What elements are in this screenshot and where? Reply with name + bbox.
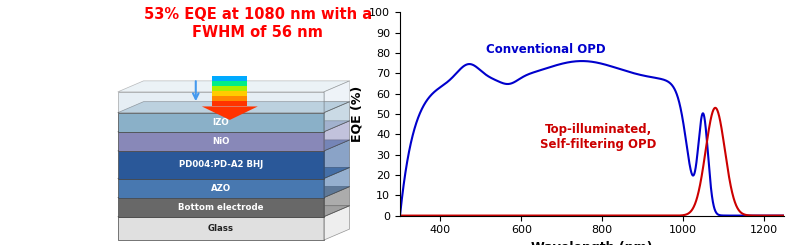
Y-axis label: EQE (%): EQE (%): [350, 86, 364, 142]
Text: Bottom electrode: Bottom electrode: [178, 203, 263, 212]
Polygon shape: [118, 81, 350, 92]
Polygon shape: [118, 92, 324, 113]
Polygon shape: [118, 132, 324, 151]
Polygon shape: [118, 113, 324, 132]
Text: PD004:PD-A2 BHJ: PD004:PD-A2 BHJ: [178, 160, 263, 169]
Text: IZO: IZO: [213, 118, 229, 127]
Polygon shape: [324, 187, 350, 217]
Polygon shape: [324, 102, 350, 132]
Polygon shape: [118, 217, 324, 240]
Polygon shape: [212, 81, 247, 86]
Text: AZO: AZO: [210, 184, 231, 193]
Polygon shape: [324, 121, 350, 151]
Polygon shape: [212, 76, 247, 81]
Polygon shape: [118, 206, 350, 217]
Text: Conventional OPD: Conventional OPD: [486, 43, 606, 56]
Polygon shape: [202, 106, 258, 120]
Text: 53% EQE at 1080 nm with a
FWHM of 56 nm: 53% EQE at 1080 nm with a FWHM of 56 nm: [143, 7, 372, 40]
Polygon shape: [118, 151, 324, 179]
Polygon shape: [118, 121, 350, 132]
Polygon shape: [324, 168, 350, 198]
Polygon shape: [118, 140, 350, 151]
Polygon shape: [212, 101, 247, 106]
Polygon shape: [118, 179, 324, 198]
Polygon shape: [324, 81, 350, 113]
Polygon shape: [118, 168, 350, 179]
Polygon shape: [324, 206, 350, 240]
Polygon shape: [212, 96, 247, 101]
Polygon shape: [118, 102, 350, 113]
Text: Top-illuminated,
Self-filtering OPD: Top-illuminated, Self-filtering OPD: [540, 123, 656, 151]
Polygon shape: [212, 86, 247, 91]
Text: Glass: Glass: [208, 224, 234, 233]
Polygon shape: [118, 187, 350, 198]
Polygon shape: [324, 140, 350, 179]
Polygon shape: [118, 198, 324, 217]
Polygon shape: [212, 91, 247, 96]
X-axis label: Wavelength (nm): Wavelength (nm): [531, 241, 653, 245]
Text: NiO: NiO: [212, 137, 230, 146]
